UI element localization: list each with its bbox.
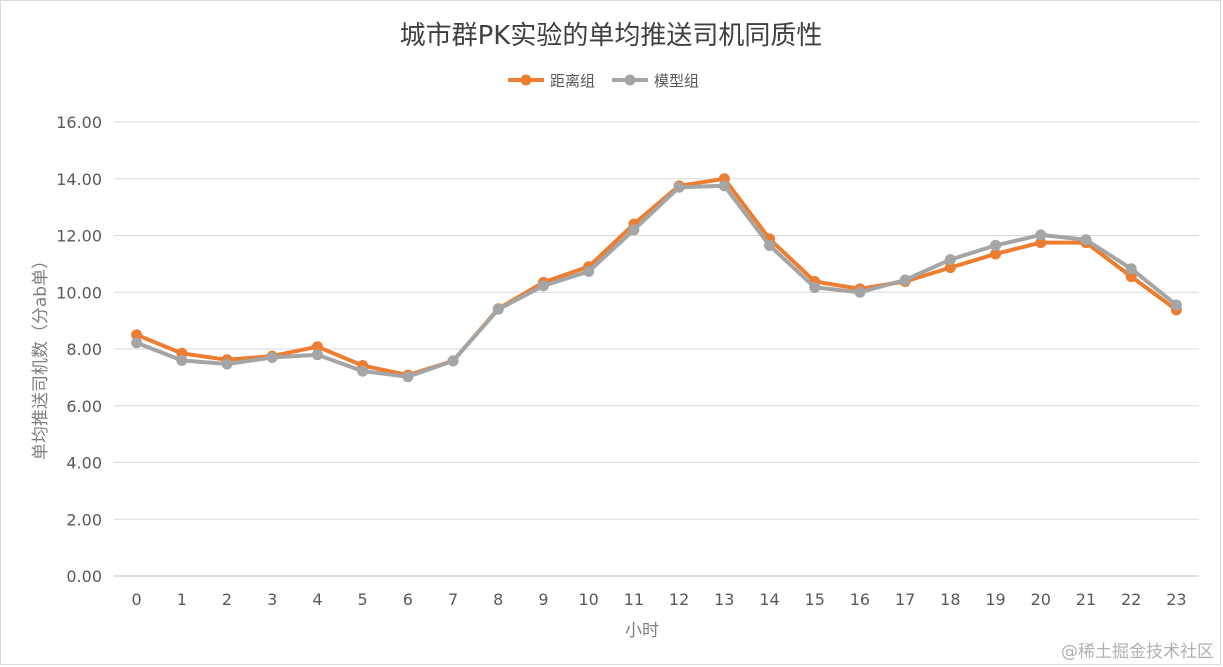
y-axis-label: 单均推送司机数（分ab单） (31, 252, 51, 460)
watermark: @稀土掘金技术社区 (1061, 642, 1214, 662)
x-axis-ticks: 0 1 2 3 4 5 6 7 8 9 10 11 12 13 14 15 16 17 18 19 20 21 22 23 (132, 590, 1187, 609)
x-tick-label: 6 (403, 590, 413, 609)
x-tick-label: 4 (312, 590, 322, 609)
x-tick-label: 14 (759, 590, 779, 609)
x-tick-label: 0 (132, 590, 142, 609)
x-tick-label: 9 (538, 590, 548, 609)
legend-marker-model (624, 74, 636, 86)
data-point (854, 286, 866, 298)
data-point (311, 341, 323, 353)
y-tick-label: 2.00 (66, 510, 102, 529)
y-tick-label: 16.00 (56, 113, 102, 132)
data-point (1125, 263, 1137, 275)
legend-label-distance: 距离组 (550, 72, 595, 90)
legend-item-distance: 距离组 (508, 72, 595, 90)
y-tick-label: 6.00 (66, 397, 102, 416)
x-tick-label: 7 (448, 590, 458, 609)
y-tick-label: 0.00 (66, 567, 102, 586)
data-point (990, 239, 1002, 251)
data-point (402, 371, 414, 383)
x-tick-label: 22 (1121, 590, 1141, 609)
data-point (1035, 229, 1047, 241)
series-line (134, 176, 1179, 378)
x-tick-label: 8 (493, 590, 503, 609)
data-point (537, 280, 549, 292)
data-point (899, 274, 911, 286)
x-tick-label: 3 (267, 590, 277, 609)
data-point (266, 352, 278, 364)
data-point (944, 254, 956, 266)
legend-label-model: 模型组 (654, 72, 699, 90)
x-tick-label: 17 (895, 590, 915, 609)
x-tick-label: 15 (805, 590, 825, 609)
data-point (311, 349, 323, 361)
y-tick-label: 12.00 (56, 227, 102, 246)
x-tick-label: 23 (1166, 590, 1186, 609)
y-tick-label: 14.00 (56, 170, 102, 189)
legend-marker-distance (520, 74, 532, 86)
series-model (131, 180, 1182, 383)
x-tick-label: 18 (940, 590, 960, 609)
data-point (764, 239, 776, 251)
x-tick-label: 11 (624, 590, 644, 609)
data-point (492, 303, 504, 315)
y-tick-label: 4.00 (66, 454, 102, 473)
data-point (131, 337, 143, 349)
data-point (131, 329, 143, 341)
data-point (809, 281, 821, 293)
data-point (944, 262, 956, 274)
data-point (176, 354, 188, 366)
data-point (673, 181, 685, 193)
x-tick-label: 20 (1031, 590, 1051, 609)
y-tick-label: 8.00 (66, 340, 102, 359)
legend: 距离组 模型组 (508, 72, 699, 90)
y-tick-label: 10.00 (56, 283, 102, 302)
data-point (221, 358, 233, 370)
legend-item-model: 模型组 (612, 72, 699, 90)
x-tick-label: 5 (358, 590, 368, 609)
data-point (357, 365, 369, 377)
data-point (990, 248, 1002, 260)
x-tick-label: 10 (579, 590, 599, 609)
data-point (718, 180, 730, 192)
series-group (131, 173, 1182, 383)
series-distance (131, 173, 1182, 381)
data-point (583, 266, 595, 278)
x-tick-label: 21 (1076, 590, 1096, 609)
x-axis-label: 小时 (625, 621, 659, 641)
data-point (447, 355, 459, 367)
x-tick-label: 1 (177, 590, 187, 609)
data-point (1080, 234, 1092, 246)
x-tick-label: 12 (669, 590, 689, 609)
data-point (1125, 271, 1137, 283)
data-point (1170, 299, 1182, 311)
x-tick-label: 13 (714, 590, 734, 609)
data-point (628, 224, 640, 236)
series-line (134, 183, 1179, 379)
x-tick-label: 2 (222, 590, 232, 609)
y-axis-ticks: 0.00 2.00 4.00 6.00 8.00 10.00 12.00 14.00 16.00 (56, 113, 102, 586)
x-tick-label: 16 (850, 590, 870, 609)
data-point (1035, 237, 1047, 249)
gridlines (114, 121, 1199, 577)
x-tick-label: 19 (985, 590, 1005, 609)
chart-title: 城市群PK实验的单均推送司机同质性 (400, 21, 823, 51)
